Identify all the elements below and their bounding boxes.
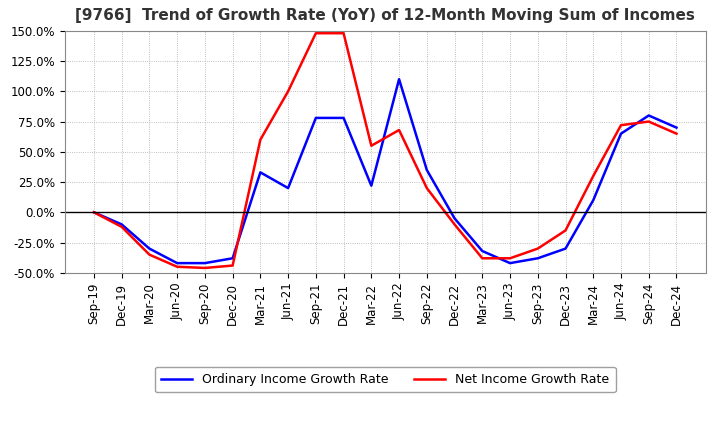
Ordinary Income Growth Rate xyxy=(256,170,265,175)
Line: Net Income Growth Rate: Net Income Growth Rate xyxy=(94,33,677,268)
Ordinary Income Growth Rate xyxy=(589,198,598,203)
Ordinary Income Growth Rate xyxy=(339,115,348,121)
Ordinary Income Growth Rate xyxy=(450,216,459,221)
Ordinary Income Growth Rate xyxy=(395,77,403,82)
Ordinary Income Growth Rate xyxy=(284,185,292,191)
Ordinary Income Growth Rate xyxy=(173,260,181,266)
Net Income Growth Rate xyxy=(589,173,598,179)
Net Income Growth Rate xyxy=(284,88,292,94)
Net Income Growth Rate xyxy=(395,127,403,132)
Net Income Growth Rate xyxy=(505,256,514,261)
Net Income Growth Rate xyxy=(173,264,181,269)
Net Income Growth Rate xyxy=(117,224,126,230)
Net Income Growth Rate xyxy=(256,137,265,142)
Net Income Growth Rate xyxy=(561,228,570,233)
Net Income Growth Rate xyxy=(672,131,681,136)
Net Income Growth Rate xyxy=(423,185,431,191)
Net Income Growth Rate xyxy=(616,122,625,128)
Ordinary Income Growth Rate xyxy=(367,183,376,188)
Ordinary Income Growth Rate xyxy=(117,222,126,227)
Ordinary Income Growth Rate xyxy=(423,167,431,172)
Net Income Growth Rate xyxy=(145,252,154,257)
Ordinary Income Growth Rate xyxy=(616,131,625,136)
Ordinary Income Growth Rate xyxy=(534,256,542,261)
Net Income Growth Rate xyxy=(478,256,487,261)
Net Income Growth Rate xyxy=(201,265,210,271)
Ordinary Income Growth Rate xyxy=(505,260,514,266)
Net Income Growth Rate xyxy=(89,209,98,215)
Net Income Growth Rate xyxy=(534,246,542,251)
Ordinary Income Growth Rate xyxy=(644,113,653,118)
Net Income Growth Rate xyxy=(312,30,320,36)
Ordinary Income Growth Rate xyxy=(672,125,681,130)
Ordinary Income Growth Rate xyxy=(145,246,154,251)
Net Income Growth Rate xyxy=(367,143,376,148)
Title: [9766]  Trend of Growth Rate (YoY) of 12-Month Moving Sum of Incomes: [9766] Trend of Growth Rate (YoY) of 12-… xyxy=(76,7,695,23)
Ordinary Income Growth Rate xyxy=(312,115,320,121)
Ordinary Income Growth Rate xyxy=(561,246,570,251)
Ordinary Income Growth Rate xyxy=(228,256,237,261)
Net Income Growth Rate xyxy=(228,263,237,268)
Line: Ordinary Income Growth Rate: Ordinary Income Growth Rate xyxy=(94,79,677,263)
Legend: Ordinary Income Growth Rate, Net Income Growth Rate: Ordinary Income Growth Rate, Net Income … xyxy=(155,367,616,392)
Ordinary Income Growth Rate xyxy=(89,209,98,215)
Ordinary Income Growth Rate xyxy=(478,248,487,253)
Net Income Growth Rate xyxy=(450,222,459,227)
Net Income Growth Rate xyxy=(339,30,348,36)
Ordinary Income Growth Rate xyxy=(201,260,210,266)
Net Income Growth Rate xyxy=(644,119,653,124)
